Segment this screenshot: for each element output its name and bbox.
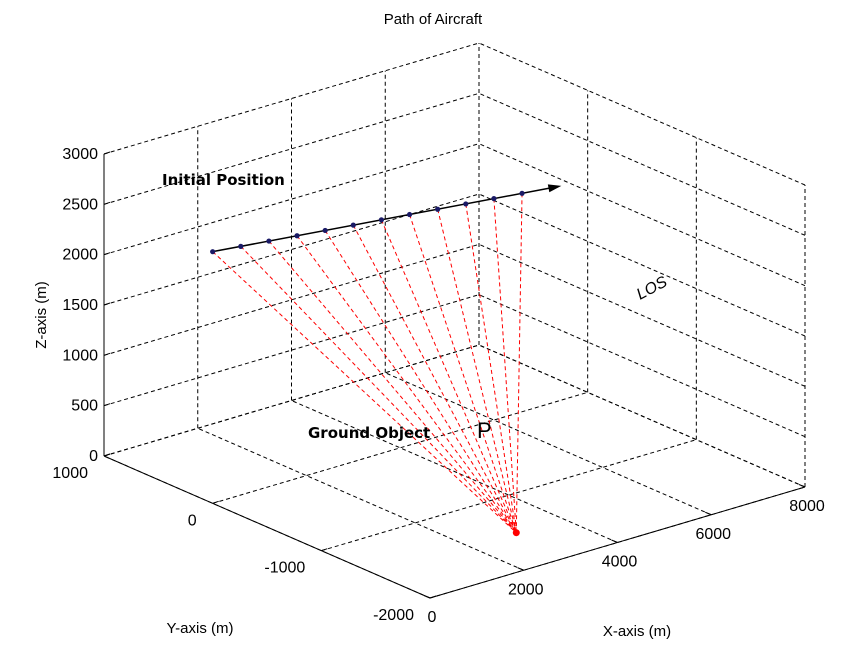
right-wall-grid-line [478, 344, 806, 488]
x-tick-mark [705, 511, 712, 516]
ground-object-point [512, 529, 520, 537]
los-line [380, 219, 517, 533]
x-tick-label: 0 [428, 609, 437, 626]
los-line [493, 198, 517, 533]
path-point [406, 211, 413, 218]
floor-grid-line [197, 427, 524, 571]
path-point [491, 196, 497, 202]
x-tick-label: 4000 [602, 554, 638, 571]
path-point [322, 227, 328, 234]
z-tick-mark [103, 201, 111, 205]
path-point [435, 206, 441, 212]
ground-object-label: Ground Object [308, 424, 430, 442]
right-wall-grid-line [478, 294, 806, 438]
path-point [294, 233, 300, 239]
los-line [465, 203, 517, 533]
los-line [437, 209, 517, 533]
z-tick-label: 2000 [62, 247, 98, 264]
floor-grid-line [321, 439, 697, 552]
right-wall-grid-line [478, 143, 806, 287]
y-tick-mark [429, 595, 437, 599]
z-tick-mark [103, 453, 111, 457]
z-tick-label: 1500 [62, 297, 98, 314]
x-tick-label: 8000 [789, 498, 825, 515]
back-wall-grid-line [103, 294, 480, 407]
path-point [378, 217, 385, 223]
z-tick-mark [103, 352, 111, 356]
z-tick-mark [103, 403, 111, 407]
initial-position-label: Initial Position [162, 171, 285, 189]
x-tick-label: 6000 [695, 526, 731, 543]
back-wall-grid-line [103, 344, 480, 457]
back-wall-grid-line [103, 243, 480, 356]
y-tick-mark [321, 548, 328, 552]
los-line [324, 230, 517, 533]
x-tick-mark [423, 595, 431, 599]
los-line [212, 251, 517, 534]
y-tick-mark [212, 500, 219, 504]
x-tick-mark [517, 567, 524, 571]
back-wall-grid-line [103, 42, 480, 155]
x-axis-label: X-axis (m) [603, 623, 671, 640]
z-tick-mark [103, 151, 111, 155]
y-tick-label: -2000 [373, 607, 414, 624]
los-line [240, 246, 517, 534]
x-tick-mark [611, 539, 618, 543]
y-axis-label: Y-axis (m) [167, 620, 234, 637]
z-tick-mark [103, 302, 111, 306]
path-arrowhead [547, 184, 562, 193]
x-tick-label: 2000 [508, 581, 544, 598]
z-tick-label: 2500 [62, 196, 98, 213]
los-line [515, 193, 523, 533]
floor-grid-line [385, 372, 712, 516]
back-wall-grid-line [103, 92, 480, 205]
path-point [463, 201, 469, 207]
los-line [268, 240, 517, 534]
y-tick-label: 1000 [52, 465, 88, 482]
path-point [350, 222, 356, 228]
line-of-sight-lines [212, 193, 523, 534]
z-tick-label: 1000 [62, 347, 98, 364]
los-label: LOS [634, 273, 671, 303]
y-axis-line [103, 455, 431, 599]
right-wall-grid-line [478, 193, 806, 337]
floor-grid-line [212, 391, 588, 504]
z-tick-label: 500 [71, 398, 98, 415]
chart-title: Path of Aircraft [384, 11, 483, 28]
los-line [296, 235, 517, 534]
right-wall-grid-line [478, 92, 806, 236]
los-line [352, 224, 517, 533]
aircraft-path [210, 184, 562, 537]
right-wall-grid-line [478, 243, 806, 387]
path-point [210, 249, 216, 255]
los-line [409, 214, 517, 533]
y-tick-label: -1000 [264, 560, 305, 577]
path-point [238, 243, 244, 249]
z-axis-label: Z-axis (m) [33, 281, 50, 349]
point-p-label: P [477, 418, 492, 443]
floor-grid-line [291, 400, 618, 543]
path-point [266, 238, 272, 244]
back-wall-grid-line [103, 143, 480, 256]
z-tick-label: 0 [89, 448, 98, 465]
tick-labels: 02000400060008000-2000-10000100005001000… [52, 146, 824, 626]
right-wall-grid-line [478, 42, 806, 186]
z-tick-label: 3000 [62, 146, 98, 163]
z-tick-mark [103, 252, 111, 256]
path-point [519, 190, 525, 196]
x-tick-mark [798, 484, 806, 488]
grid [103, 42, 806, 599]
y-tick-label: 0 [188, 512, 197, 529]
